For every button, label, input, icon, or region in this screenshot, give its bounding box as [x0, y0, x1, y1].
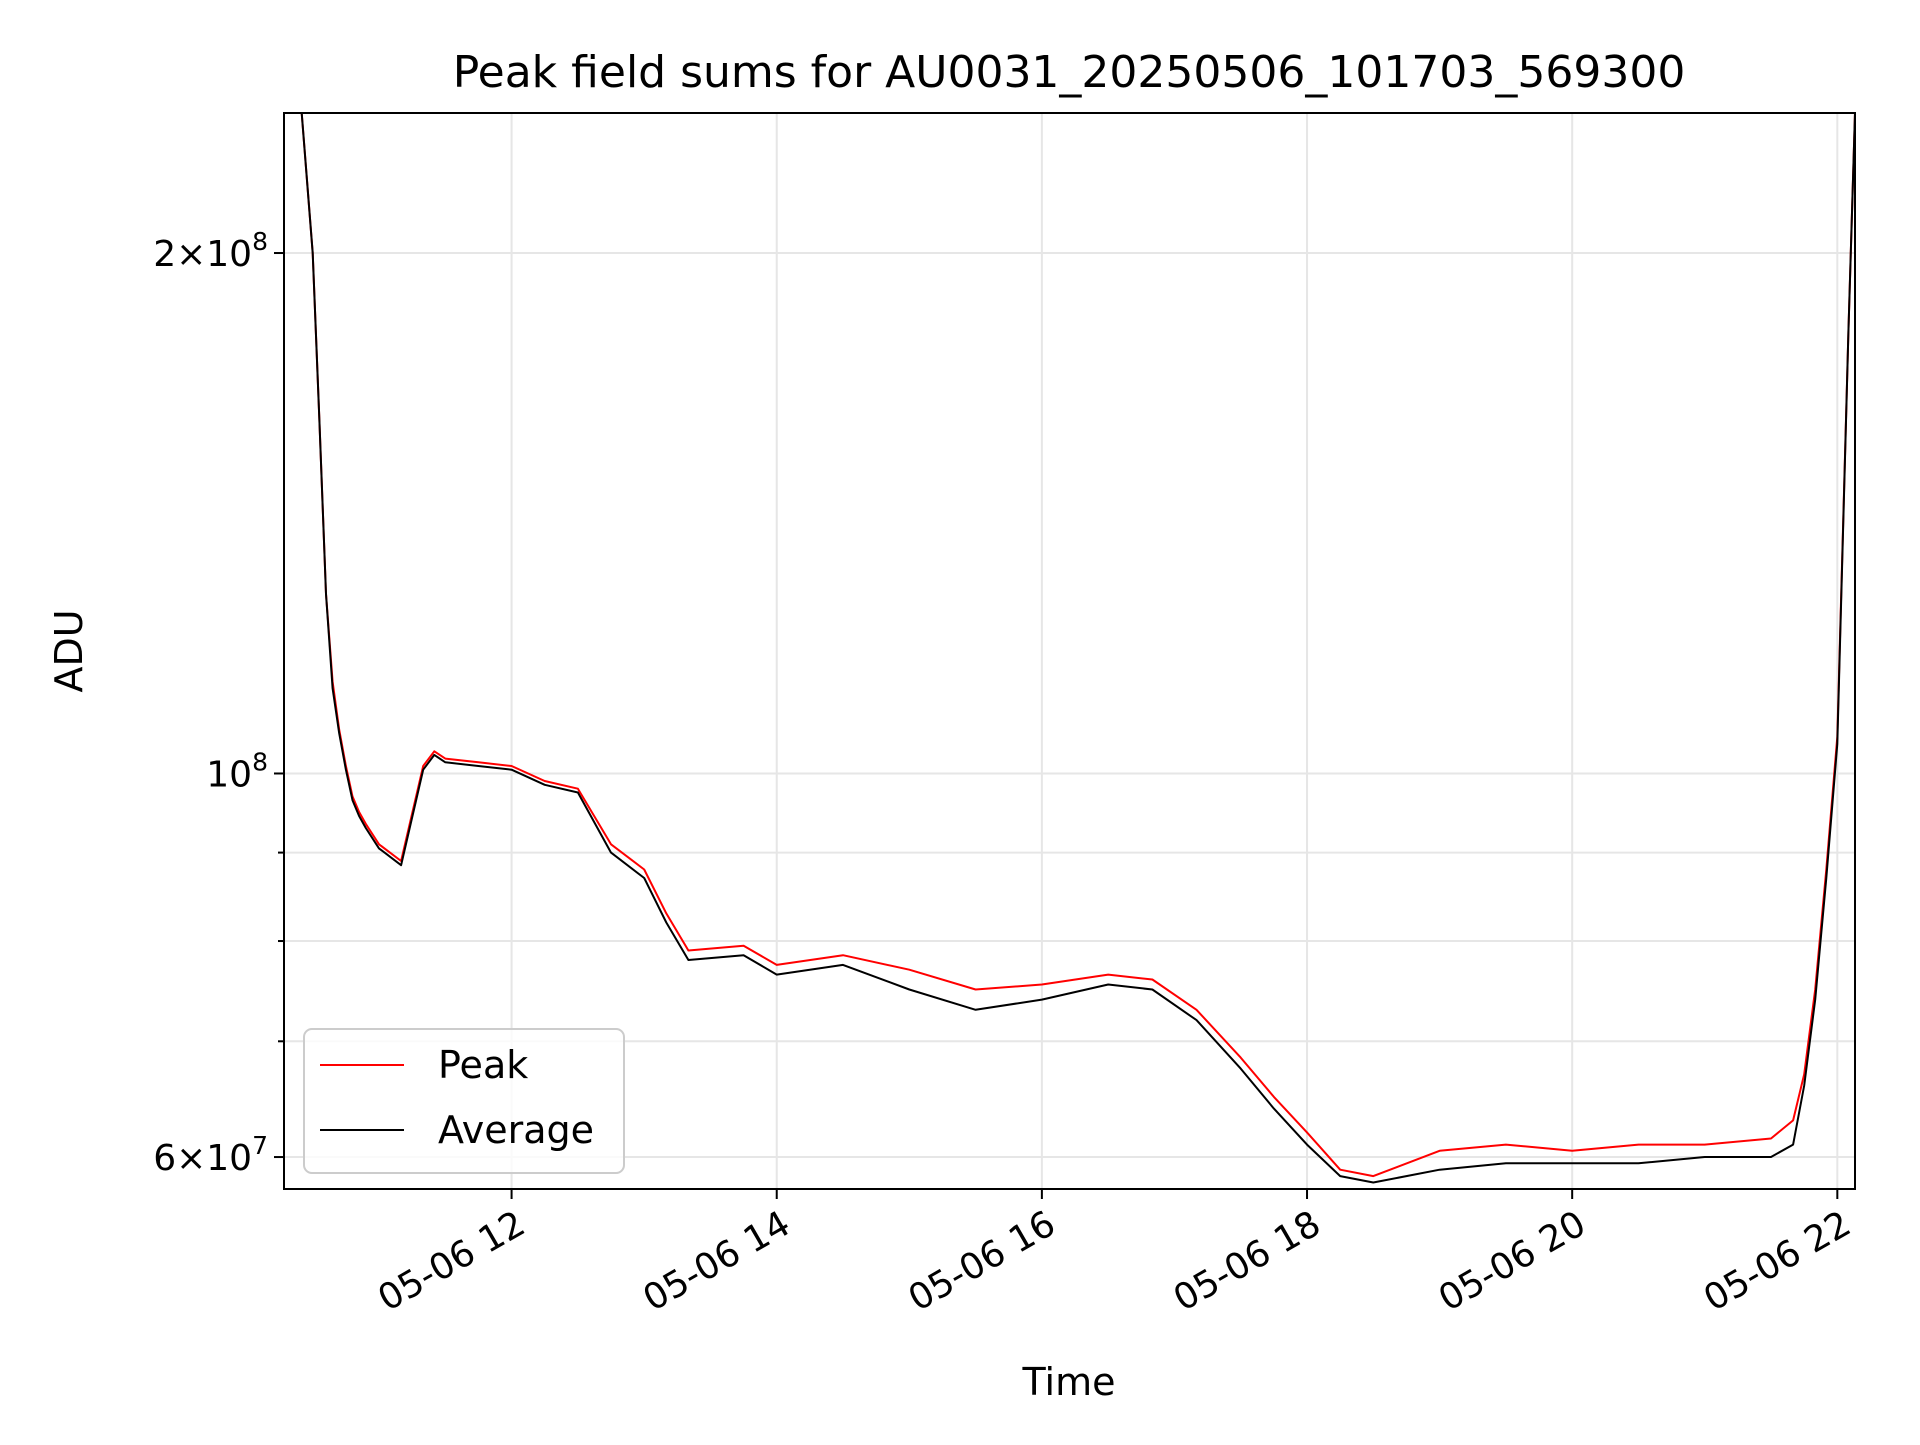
plot-frame	[283, 112, 1856, 1190]
y-tick-label: 2×108	[153, 227, 268, 275]
series-line-peak	[284, 113, 1855, 1178]
y-axis-label: ADU	[47, 609, 91, 692]
legend-label-average: Average	[438, 1108, 594, 1152]
legend-label-peak: Peak	[438, 1043, 528, 1087]
x-axis-label: Time	[1022, 1360, 1116, 1404]
legend: Peak Average	[303, 1028, 625, 1174]
series-line-average	[284, 113, 1855, 1184]
y-tick-label: 6×107	[153, 1131, 268, 1179]
y-axis-ticks: 2×108 108 6×107	[153, 227, 284, 1179]
y-tick-label: 108	[206, 747, 268, 795]
series-layer	[284, 113, 1855, 1184]
chart-title: Peak field sums for AU0031_20250506_1017…	[453, 47, 1686, 98]
